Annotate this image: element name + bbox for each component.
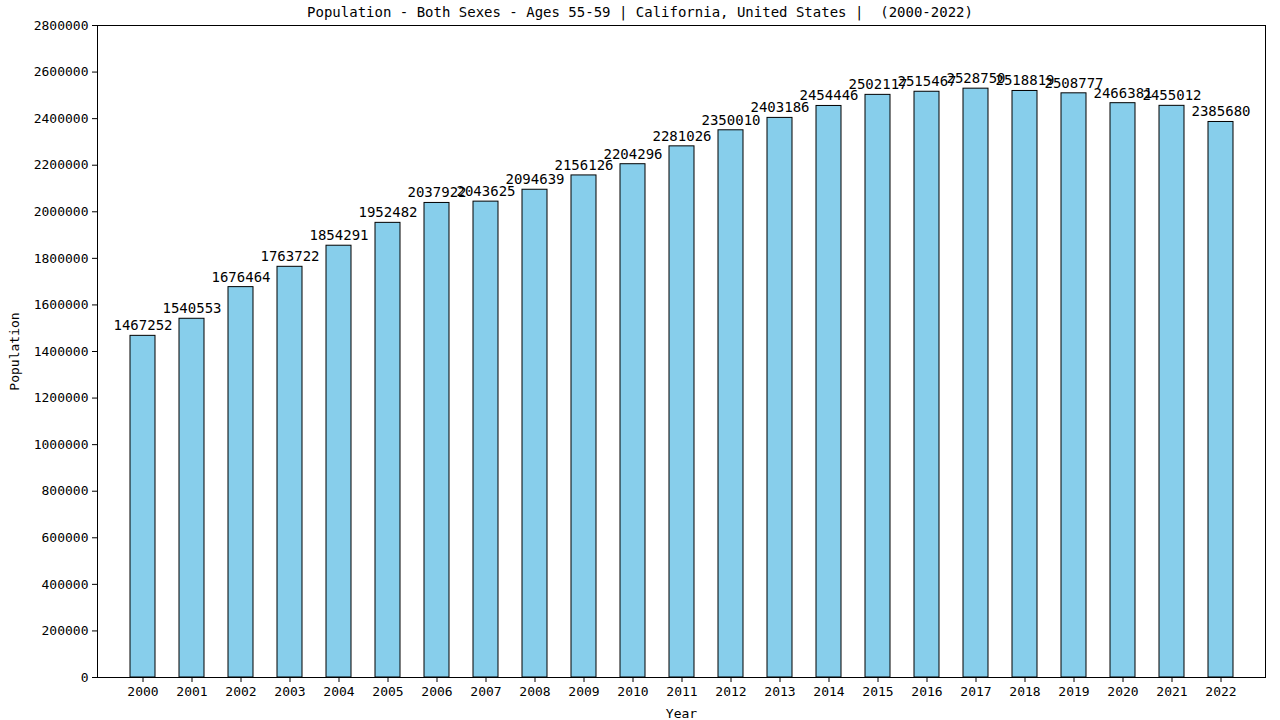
svg-text:2011: 2011 [666,684,697,699]
svg-text:1854291: 1854291 [309,227,368,243]
svg-text:2094639: 2094639 [505,171,564,187]
svg-text:0: 0 [81,670,89,685]
svg-text:1400000: 1400000 [34,344,89,359]
svg-text:200000: 200000 [42,623,89,638]
svg-text:1000000: 1000000 [34,437,89,452]
svg-text:600000: 600000 [42,530,89,545]
svg-text:2001: 2001 [176,684,207,699]
svg-text:2800000: 2800000 [34,18,89,33]
svg-text:2017: 2017 [960,684,991,699]
svg-text:2007: 2007 [470,684,501,699]
svg-text:1200000: 1200000 [34,390,89,405]
svg-text:1676464: 1676464 [211,269,270,285]
svg-text:2016: 2016 [911,684,942,699]
svg-text:2037922: 2037922 [407,184,467,201]
svg-text:2156126: 2156126 [554,156,614,173]
svg-text:1467252: 1467252 [113,317,172,333]
svg-text:2043625: 2043625 [456,183,516,200]
svg-text:2515467: 2515467 [897,73,957,90]
svg-text:Population: Population [7,312,22,390]
svg-text:2019: 2019 [1058,684,1089,699]
svg-text:2010: 2010 [617,684,648,699]
svg-text:Year: Year [666,706,697,720]
svg-text:1763722: 1763722 [260,248,319,264]
svg-text:2000000: 2000000 [34,204,89,219]
svg-text:2005: 2005 [372,684,403,699]
svg-text:2400000: 2400000 [34,111,89,126]
svg-text:2281026: 2281026 [652,128,711,144]
svg-text:2204296: 2204296 [603,146,662,162]
svg-text:2508777: 2508777 [1044,74,1104,91]
svg-text:400000: 400000 [42,577,89,592]
svg-text:1540553: 1540553 [162,300,221,316]
svg-text:2200000: 2200000 [34,157,89,172]
svg-text:2015: 2015 [862,684,893,699]
svg-text:2004: 2004 [323,684,354,699]
svg-text:2003: 2003 [274,684,305,699]
svg-text:2528750: 2528750 [946,70,1006,87]
svg-text:2502117: 2502117 [848,76,908,93]
svg-text:2006: 2006 [421,684,452,699]
svg-text:2350010: 2350010 [701,111,761,128]
svg-text:2009: 2009 [568,684,599,699]
svg-text:2385680: 2385680 [1191,103,1250,119]
svg-text:2012: 2012 [715,684,746,699]
svg-text:2600000: 2600000 [34,64,89,79]
svg-text:2518819: 2518819 [995,72,1055,89]
svg-text:2021: 2021 [1156,684,1187,699]
svg-text:1600000: 1600000 [34,297,89,312]
svg-text:2014: 2014 [813,684,844,699]
svg-text:2020: 2020 [1107,684,1138,699]
svg-text:2008: 2008 [519,684,550,699]
svg-text:2466381: 2466381 [1093,84,1153,101]
svg-text:2013: 2013 [764,684,795,699]
svg-text:2454446: 2454446 [799,87,859,104]
svg-text:2018: 2018 [1009,684,1040,699]
svg-text:2002: 2002 [225,684,256,699]
svg-text:2022: 2022 [1205,684,1236,699]
svg-text:800000: 800000 [42,483,89,498]
svg-text:Population - Both Sexes - Ages: Population - Both Sexes - Ages 55-59 | C… [307,4,973,21]
svg-text:1800000: 1800000 [34,251,89,266]
svg-text:2455012: 2455012 [1142,87,1201,103]
svg-text:1952482: 1952482 [358,204,417,220]
svg-text:2000: 2000 [127,684,158,699]
svg-text:2403186: 2403186 [750,99,810,116]
